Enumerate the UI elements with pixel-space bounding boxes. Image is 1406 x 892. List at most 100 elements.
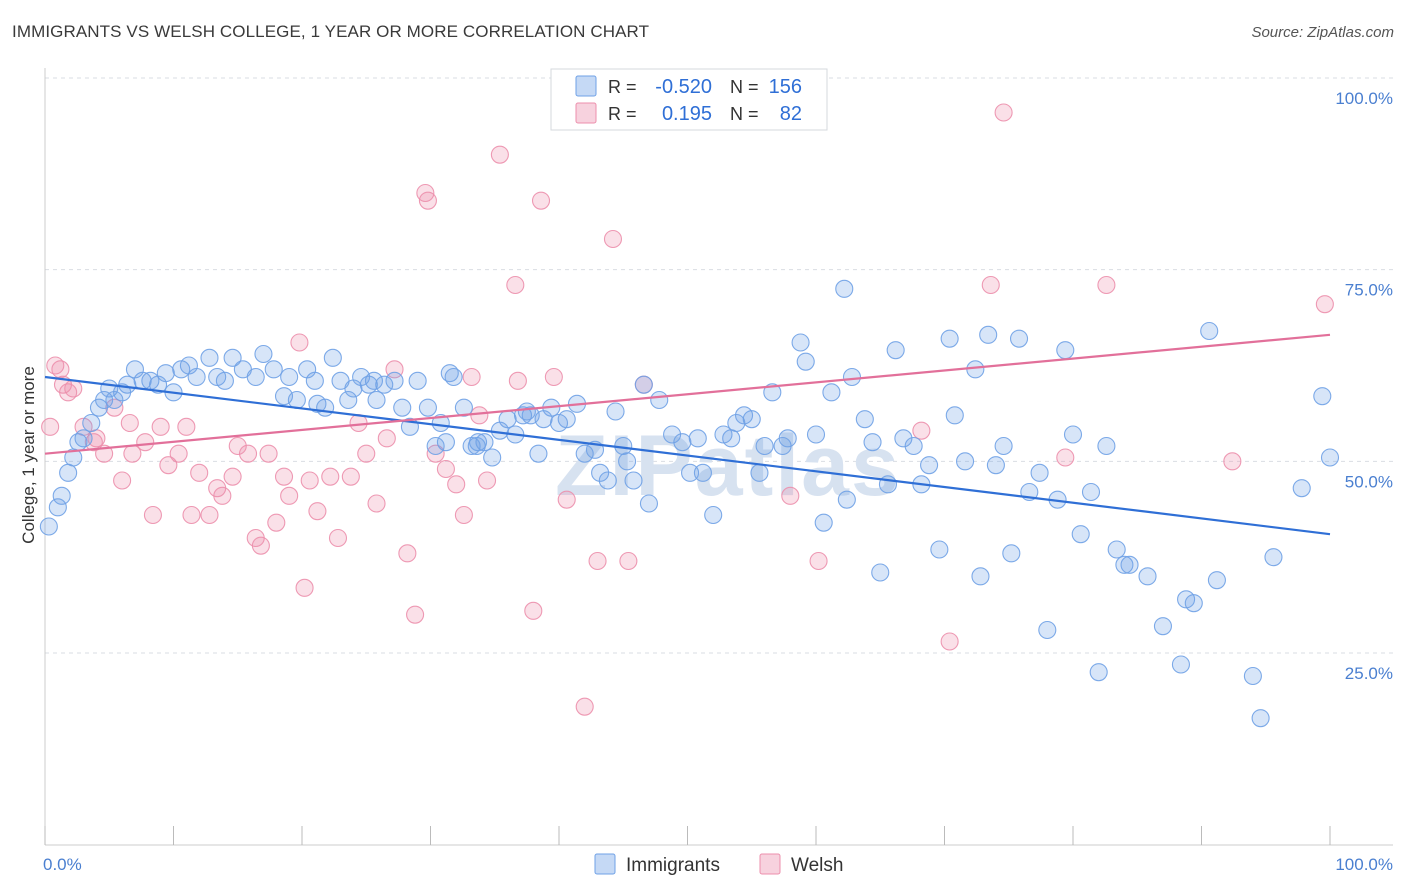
welsh-point xyxy=(51,360,70,379)
immigrants-point xyxy=(920,456,939,475)
welsh-point xyxy=(619,551,638,571)
legend-n-label: N = xyxy=(730,77,759,97)
trend-lines xyxy=(44,333,1331,536)
legend-swatch-immigrants xyxy=(575,75,597,97)
immigrants-point xyxy=(855,410,874,429)
welsh-point xyxy=(1315,295,1334,314)
immigrants-point xyxy=(863,433,882,452)
welsh-point xyxy=(182,505,201,525)
welsh-point xyxy=(436,459,455,479)
legend-box: R = -0.520 N = 156 R = 0.195 N = 82 xyxy=(550,68,828,131)
legend-r-value: 0.195 xyxy=(662,103,712,125)
welsh-point xyxy=(588,551,607,571)
welsh-point xyxy=(267,513,286,532)
immigrants-point xyxy=(979,325,998,344)
immigrants-point xyxy=(791,333,810,352)
welsh-point xyxy=(280,486,299,505)
immigrants-point xyxy=(945,406,964,425)
immigrants-point xyxy=(837,490,856,509)
welsh-point xyxy=(251,536,270,555)
legend-n-value: 156 xyxy=(769,76,802,98)
immigrants-point xyxy=(956,452,975,471)
immigrants-point xyxy=(835,279,854,298)
welsh-point xyxy=(406,605,425,624)
immigrants-point xyxy=(39,517,58,536)
welsh-point xyxy=(912,421,931,440)
welsh-point xyxy=(300,471,319,490)
x-tick-label: 100.0% xyxy=(1335,855,1393,874)
immigrants-point xyxy=(750,463,769,482)
immigrants-point xyxy=(82,413,101,433)
immigrants-point xyxy=(688,429,707,448)
immigrants-point xyxy=(778,429,797,448)
source-label: Source: ZipAtlas.com xyxy=(1251,24,1394,41)
immigrants-point xyxy=(650,390,669,410)
immigrants-point xyxy=(187,367,206,387)
immigrants-point xyxy=(796,352,815,371)
immigrants-point xyxy=(1171,655,1190,674)
immigrants-point xyxy=(1320,448,1340,467)
immigrants-point xyxy=(693,463,712,482)
immigrants-point xyxy=(426,436,445,456)
welsh-point xyxy=(259,444,278,463)
y-tick-label: 75.0% xyxy=(1345,281,1393,300)
immigrants-point xyxy=(483,448,502,467)
immigrants-point xyxy=(440,364,459,383)
immigrants-point xyxy=(591,463,610,482)
welsh-point xyxy=(177,417,196,436)
immigrants-point xyxy=(475,433,494,452)
immigrants-point xyxy=(763,383,782,402)
welsh-point xyxy=(113,471,132,490)
welsh-point xyxy=(159,456,178,475)
immigrants-point xyxy=(1107,540,1126,559)
immigrants-point xyxy=(755,436,774,456)
welsh-point xyxy=(64,379,83,398)
immigrants-point xyxy=(436,433,455,452)
bottom-legend: Immigrants Welsh xyxy=(594,853,843,876)
welsh-point xyxy=(377,429,396,448)
welsh-point xyxy=(341,467,360,486)
immigrants-point xyxy=(557,410,576,429)
immigrants-point xyxy=(156,364,175,383)
welsh-point xyxy=(105,398,124,417)
immigrants-point xyxy=(323,348,342,367)
immigrants-point xyxy=(886,341,905,360)
y-tick-label: 25.0% xyxy=(1345,664,1393,683)
immigrants-point xyxy=(994,436,1013,456)
legend-n-label: N = xyxy=(730,104,759,124)
immigrants-point xyxy=(722,429,741,448)
immigrants-point xyxy=(454,398,473,417)
immigrants-point xyxy=(871,563,890,582)
immigrants-point xyxy=(200,348,219,367)
welsh-point xyxy=(981,275,1000,295)
immigrants-trend-line xyxy=(44,375,1331,536)
immigrants-point xyxy=(1313,387,1332,406)
immigrants-point xyxy=(264,360,283,379)
immigrants-point xyxy=(971,567,990,586)
welsh-point xyxy=(557,490,576,509)
immigrants-point xyxy=(1056,341,1075,360)
immigrants-point xyxy=(1153,617,1172,636)
watermark: ZIPatlas xyxy=(555,418,901,514)
immigrants-point xyxy=(639,494,659,513)
immigrants-point xyxy=(375,375,394,394)
welsh-point xyxy=(940,632,959,651)
welsh-trend-line xyxy=(44,333,1331,455)
welsh-point xyxy=(462,367,481,387)
immigrants-point xyxy=(1009,329,1029,348)
axis-layer xyxy=(44,68,1393,846)
immigrants-point xyxy=(280,367,299,387)
immigrants-point xyxy=(1292,479,1311,498)
immigrants-points xyxy=(39,279,1340,728)
immigrants-point xyxy=(418,398,437,417)
welsh-point xyxy=(477,471,497,490)
immigrants-point xyxy=(223,348,242,367)
welsh-point xyxy=(367,494,386,513)
welsh-point xyxy=(1056,448,1075,467)
immigrants-point xyxy=(1251,709,1270,728)
immigrants-point xyxy=(1081,482,1101,502)
immigrants-point xyxy=(287,390,306,410)
immigrants-point xyxy=(940,329,959,348)
immigrants-point xyxy=(894,429,913,448)
welsh-point xyxy=(809,551,828,571)
